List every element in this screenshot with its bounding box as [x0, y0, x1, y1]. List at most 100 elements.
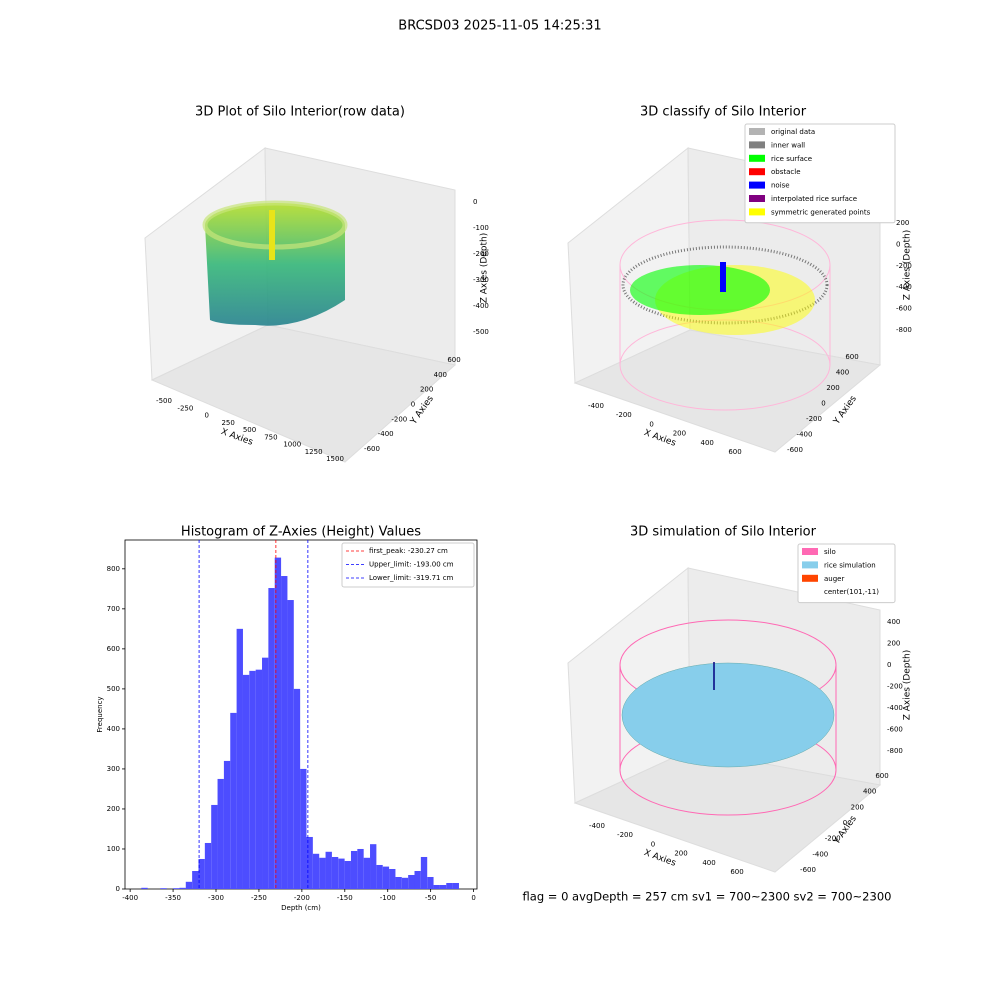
z-tick-label: -800: [887, 747, 903, 755]
z-tick-label: -600: [887, 726, 903, 734]
y-tick-label: 600: [845, 353, 858, 361]
footer: flag = 0 avgDepth = 257 cm sv1 = 700~230…: [523, 890, 892, 904]
y-tick-label: -600: [364, 445, 380, 453]
x-tick-label: -250: [177, 404, 193, 412]
x-tick-label: -200: [294, 894, 310, 902]
bar: [382, 866, 390, 889]
legend-box: [744, 123, 896, 224]
bar: [433, 884, 440, 889]
z-tick-label: -400: [896, 283, 912, 291]
z-tick-label: -600: [896, 305, 912, 313]
bar: [173, 888, 180, 889]
bar: [262, 657, 269, 889]
x-tick-label: 1000: [283, 441, 301, 449]
bar: [331, 856, 339, 889]
x-tick-label: -400: [588, 402, 604, 410]
suptitle: BRCSD03 2025-11-05 14:25:31: [398, 19, 601, 34]
chart-title: Histogram of Z-Axies (Height) Values: [181, 525, 421, 540]
legend-label: auger: [824, 575, 844, 583]
x-tick-label: -50: [425, 894, 436, 902]
z-tick-label: 200: [896, 219, 909, 227]
legend-label: Lower_limit: -319.71 cm: [369, 574, 454, 582]
legend-swatch: [749, 181, 765, 189]
y-tick-label: -400: [378, 430, 394, 438]
x-tick-label: 500: [243, 426, 256, 434]
bar: [211, 804, 218, 889]
x-tick-label: 1250: [305, 448, 323, 456]
bar: [389, 868, 396, 889]
bar: [274, 557, 282, 889]
legend-swatch: [802, 561, 818, 569]
legend-label: center(101,-11): [824, 588, 879, 596]
bar: [325, 851, 332, 889]
y-tick-label: 200: [420, 386, 433, 394]
y-axis-label: Frequency: [96, 696, 104, 732]
x-tick-label: 0: [471, 894, 475, 902]
legend-swatch: [749, 154, 765, 162]
x-tick-label: 250: [221, 419, 234, 427]
bar: [439, 884, 447, 889]
x-tick-label: 200: [673, 430, 686, 438]
z-axis-label: Z Axies (Depth): [480, 233, 490, 304]
y-tick-label: 600: [875, 772, 888, 780]
legend-box: [797, 543, 896, 604]
legend-label: noise: [771, 182, 790, 190]
y-tick-label: -400: [812, 850, 828, 858]
z-tick-label: 200: [887, 640, 900, 648]
bar: [306, 836, 313, 889]
legend-label: inner wall: [771, 141, 805, 149]
y-tick-label: 0: [116, 885, 120, 893]
bar: [452, 882, 459, 889]
x-axis-label: Depth (cm): [281, 904, 321, 912]
chart-title: 3D classify of Silo Interior: [640, 105, 807, 120]
bar: [230, 712, 237, 889]
x-tick-label: -150: [337, 894, 353, 902]
bar: [192, 870, 199, 889]
y-tick-label: -200: [825, 835, 841, 843]
x-tick-label: -200: [616, 411, 632, 419]
bar: [293, 688, 301, 889]
bar: [446, 882, 453, 889]
z-tick-label: 400: [887, 618, 900, 626]
bar: [395, 876, 402, 889]
legend-swatch: [749, 195, 765, 202]
z-tick-label: -100: [473, 224, 489, 232]
bar: [363, 857, 371, 889]
z-tick-label: -400: [887, 704, 903, 712]
z-tick-label: -800: [896, 326, 912, 334]
bar: [204, 842, 212, 889]
bar: [223, 760, 231, 889]
x-tick-label: 0: [651, 840, 655, 848]
z-axis-label: Z Axies (Depth): [903, 650, 913, 721]
y-tick-label: -600: [787, 446, 803, 454]
bar: [300, 768, 307, 889]
legend-box: [341, 542, 475, 588]
y-tick-label: 0: [821, 400, 825, 408]
bar: [357, 848, 364, 889]
y-tick-label: 0: [411, 401, 415, 409]
bar: [242, 674, 250, 889]
x-tick-label: 1500: [326, 455, 344, 463]
legend-swatch: [749, 128, 765, 135]
bar: [141, 887, 148, 889]
y-tick-label: 400: [863, 788, 876, 796]
legend-label: silo: [824, 548, 836, 556]
z-tick-label: -300: [473, 276, 489, 284]
bar: [236, 628, 243, 889]
x-tick-label: -400: [589, 822, 605, 830]
y-tick-label: 500: [107, 685, 120, 693]
y-tick-label: -600: [800, 866, 816, 874]
bar: [370, 844, 377, 889]
bar: [179, 887, 186, 889]
y-tick-label: 300: [107, 765, 120, 773]
legend-label: interpolated rice surface: [771, 195, 857, 203]
x-tick-label: 400: [701, 439, 714, 447]
x-tick-label: -300: [208, 894, 224, 902]
legend-label: rice simulation: [824, 561, 876, 569]
x-tick-label: -250: [251, 894, 267, 902]
y-tick-label: -200: [391, 415, 407, 423]
chart-title: 3D Plot of Silo Interior(row data): [195, 105, 405, 120]
z-axis-label: Z Axies (Depth): [903, 230, 913, 301]
legend-label: obstacle: [771, 168, 801, 176]
x-tick-label: 600: [730, 868, 743, 876]
